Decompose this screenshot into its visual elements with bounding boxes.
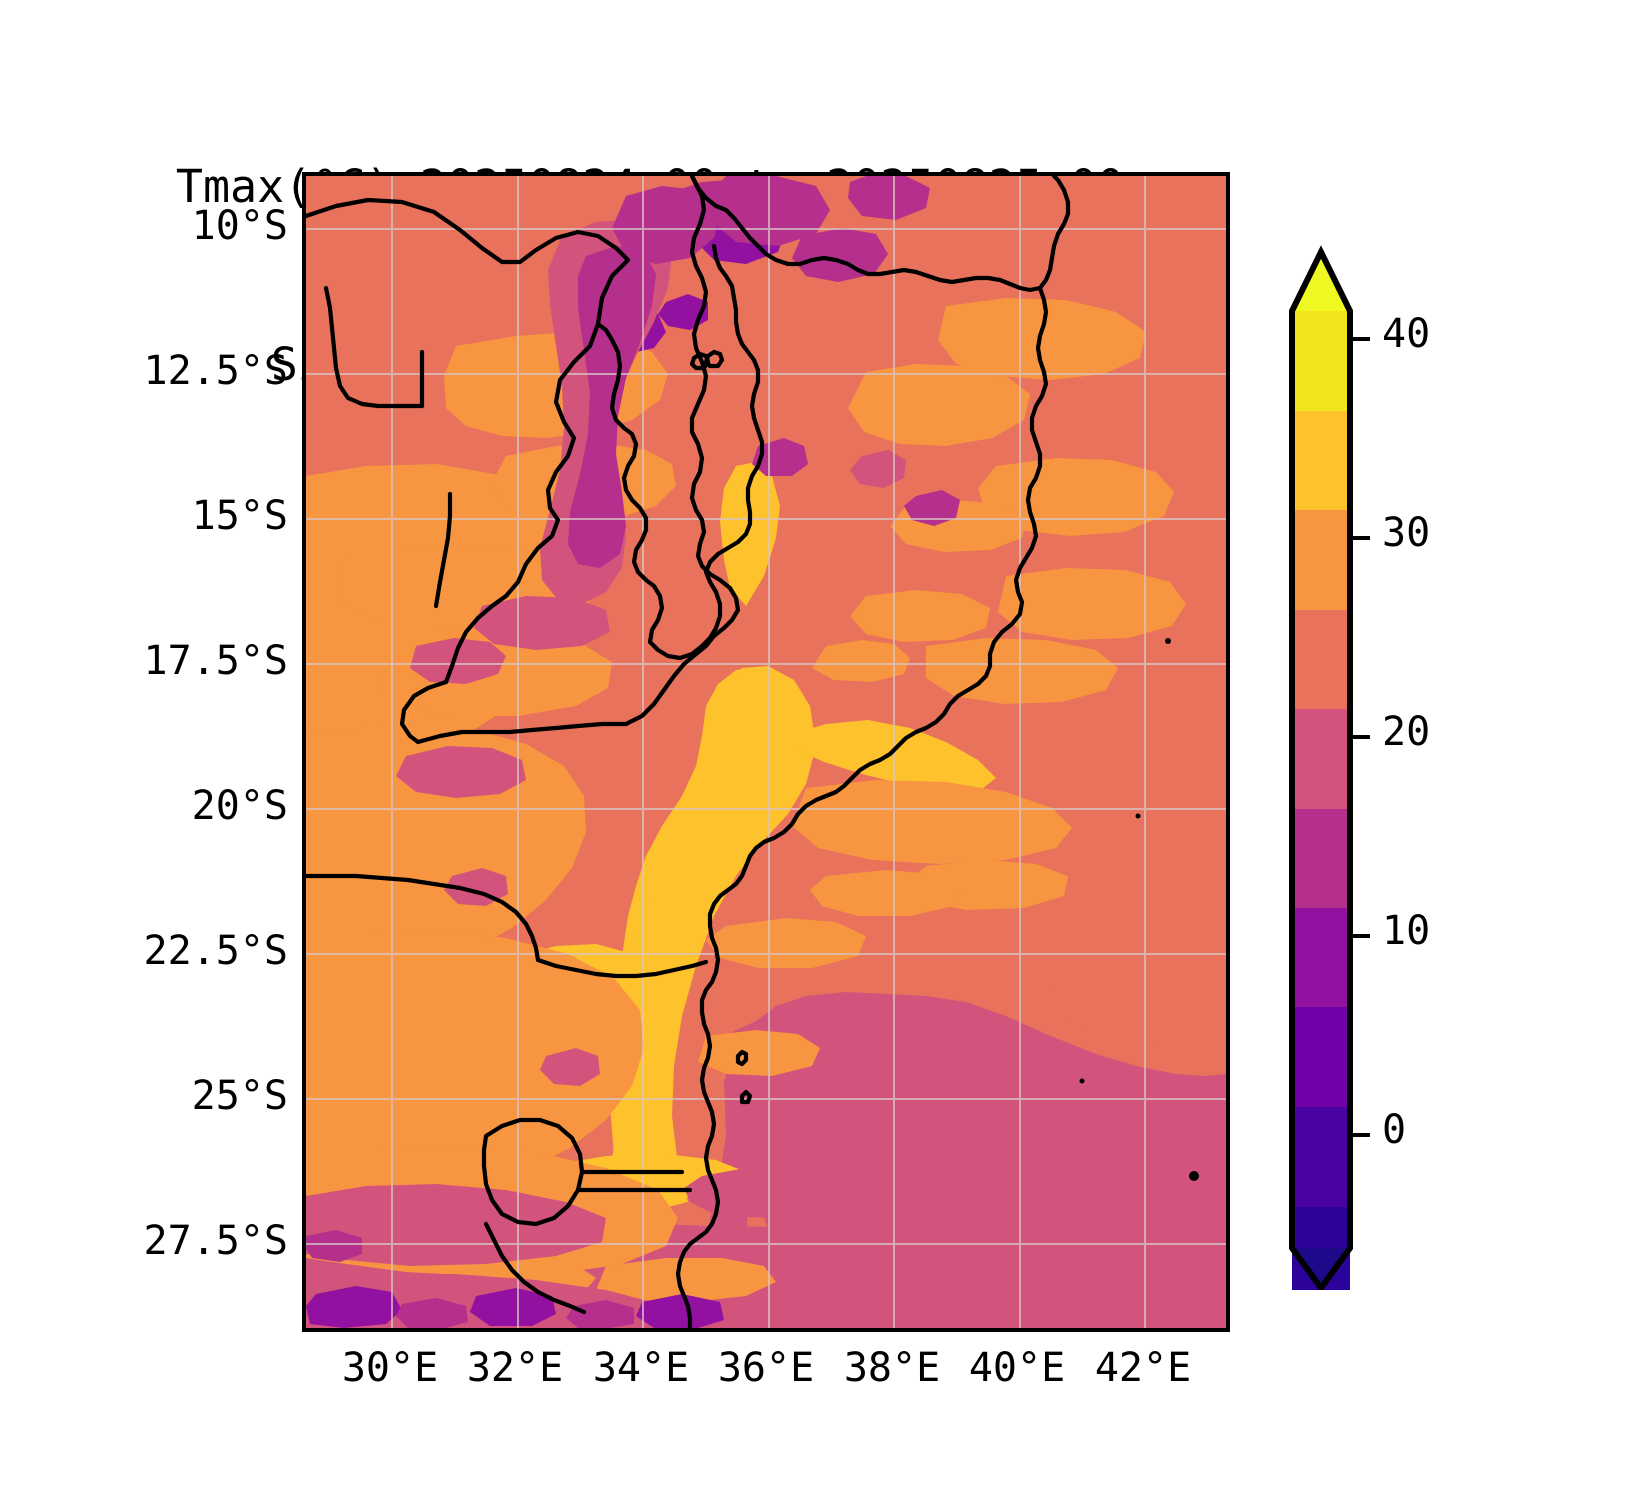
y-tick-label: 15°S (191, 493, 288, 539)
colorbar-tick-label: 30 (1382, 510, 1431, 556)
x-tick-label: 32°E (466, 1345, 564, 1391)
y-tick-label: 17.5°S (143, 638, 289, 684)
y-tick-label: 27.5°S (143, 1218, 289, 1264)
colorbar-tick-label: 40 (1382, 311, 1431, 357)
x-tick-label: 40°E (968, 1345, 1066, 1391)
x-tick-label: 30°E (341, 1345, 439, 1391)
colorbar-tick (1348, 735, 1370, 739)
colorbar-tick (1348, 536, 1370, 540)
colorbar-tick (1348, 934, 1370, 938)
colorbar-gradient (1289, 245, 1353, 1290)
y-tick-label: 22.5°S (143, 928, 289, 974)
x-tick-label: 36°E (717, 1345, 815, 1391)
map-axes[interactable] (302, 172, 1230, 1332)
x-tick-label: 42°E (1094, 1345, 1192, 1391)
colorbar-tick-label: 10 (1382, 908, 1431, 954)
colorbar-tick (1348, 1133, 1370, 1137)
colorbar[interactable]: 40 30 20 10 0 (1286, 170, 1430, 1290)
x-tick-label: 34°E (592, 1345, 690, 1391)
y-tick-label: 12.5°S (143, 348, 289, 394)
y-tick-label: 25°S (191, 1073, 288, 1119)
temperature-contour-map (306, 176, 1226, 1328)
y-tick-label: 10°S (191, 203, 288, 249)
colorbar-tick (1348, 337, 1370, 341)
y-tick-label: 20°S (191, 783, 288, 829)
x-tick-label: 38°E (843, 1345, 941, 1391)
colorbar-tick-label: 20 (1382, 709, 1431, 755)
map-plot-area (306, 176, 1226, 1328)
colorbar-tick-label: 0 (1382, 1107, 1407, 1153)
